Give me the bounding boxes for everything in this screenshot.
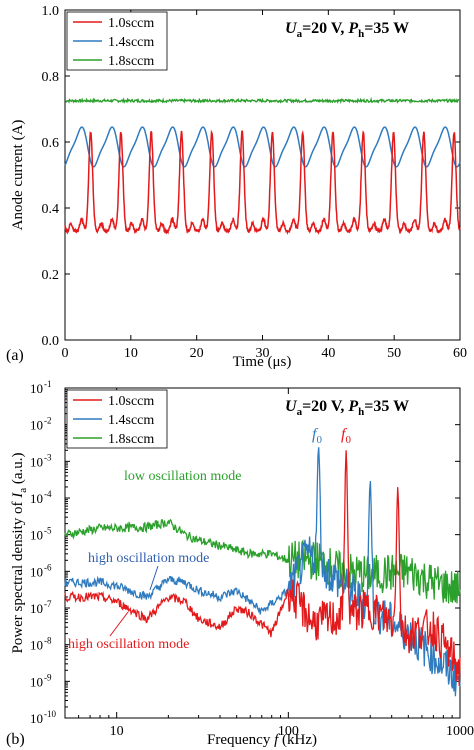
high-mode-red-arrow [109, 611, 129, 637]
panel-a-ylabel: Anode current (A) [10, 120, 26, 231]
x-tick-label: 50 [387, 346, 401, 361]
y-tick-label: 10 [30, 601, 43, 616]
legend-label-3: 1.8sccm [108, 432, 154, 447]
legend-label-2: 1.4sccm [108, 413, 154, 428]
panel-a-x-ticks: 0 10 20 30 40 50 60 [62, 10, 467, 361]
x-tick-label: 100 [278, 724, 299, 739]
y-tick-label: 10 [30, 454, 43, 469]
x-tick-label: 30 [256, 346, 270, 361]
y-tick-label: 10 [30, 418, 43, 433]
y-tick-exponent: -8 [44, 636, 52, 646]
y-tick-label: 10 [30, 711, 43, 726]
panel-a-series [64, 96, 461, 236]
series-line-1.4sccm [64, 447, 461, 697]
panel-b-series [64, 447, 461, 697]
high-mode-blue-annotation: high oscillation mode [88, 551, 209, 566]
legend-label-3: 1.8sccm [108, 54, 154, 69]
y-tick-exponent: -7 [44, 599, 52, 609]
y-tick-label: 10 [30, 381, 43, 396]
x-tick-label: 0 [62, 346, 69, 361]
y-tick-label: 10 [30, 564, 43, 579]
y-tick-label: 10 [30, 638, 43, 653]
panel-b-annotation: Ua=20 V, Ph=35 W [285, 398, 409, 418]
y-tick-label: 10 [30, 674, 43, 689]
panel-b-ylabel: Power spectral density of Ia (a.u.) [10, 452, 29, 653]
f0-label-blue: f0 [312, 426, 322, 446]
y-tick-label: 0.6 [42, 136, 60, 151]
y-tick-label: 10 [30, 528, 43, 543]
y-tick-exponent: -1 [44, 379, 52, 389]
y-tick-exponent: -3 [44, 452, 52, 462]
y-tick-label: 0.4 [42, 202, 60, 217]
panel-a: 0.0 0.2 0.4 0.6 0.8 1.0 0 10 20 30 40 50 60 Anode c… [6, 4, 467, 370]
y-tick-label: 0.0 [42, 334, 60, 349]
f0-label-red: f0 [341, 426, 351, 446]
high-mode-red-annotation: high oscillation mode [68, 637, 189, 652]
y-tick-exponent: -10 [44, 709, 56, 719]
series-line-1.0sccm [64, 450, 461, 686]
panel-b-xlabel: Frequency f (kHz) [207, 732, 317, 748]
panel-a-y-ticks: 0.0 0.2 0.4 0.6 0.8 1.0 [42, 4, 460, 349]
y-tick-label: 10 [30, 491, 43, 506]
panel-b-label: (b) [6, 731, 25, 748]
low-mode-annotation: low oscillation mode [124, 469, 241, 484]
y-tick-label: 0.2 [42, 268, 60, 283]
y-tick-label: 0.8 [42, 70, 60, 85]
y-tick-exponent: -5 [44, 526, 52, 536]
series-line-1.8sccm [64, 518, 461, 604]
panel-a-annotation: Ua=20 V, Ph=35 W [285, 20, 409, 40]
panel-a-xlabel: Time (μs) [233, 354, 292, 370]
panel-a-legend: 1.0sccm 1.4sccm 1.8sccm [66, 11, 168, 71]
x-tick-label: 60 [453, 346, 467, 361]
x-tick-label: 10 [124, 346, 138, 361]
panel-b-plot-frame [64, 387, 461, 719]
y-tick-exponent: -6 [44, 562, 52, 572]
y-tick-exponent: -2 [44, 416, 52, 426]
x-tick-label: 1000 [446, 724, 474, 739]
x-tick-label: 10 [110, 724, 124, 739]
series-line-1.8sccm [64, 96, 461, 105]
panel-b-x-ticks: 10 100 1000 [78, 388, 474, 739]
x-tick-label: 20 [190, 346, 204, 361]
high-mode-blue-arrow [149, 565, 159, 591]
legend-label-1: 1.0sccm [108, 394, 154, 409]
series-line-1.0sccm [64, 129, 461, 236]
y-tick-label: 1.0 [42, 4, 60, 19]
panel-a-label: (a) [6, 347, 24, 364]
legend-label-1: 1.0sccm [108, 16, 154, 31]
series-line-1.4sccm [64, 126, 461, 168]
panel-b-legend: 1.0sccm 1.4sccm 1.8sccm [66, 389, 168, 449]
x-tick-label: 40 [321, 346, 335, 361]
legend-label-2: 1.4sccm [108, 35, 154, 50]
y-tick-exponent: -9 [44, 672, 52, 682]
y-tick-exponent: -4 [44, 489, 52, 499]
